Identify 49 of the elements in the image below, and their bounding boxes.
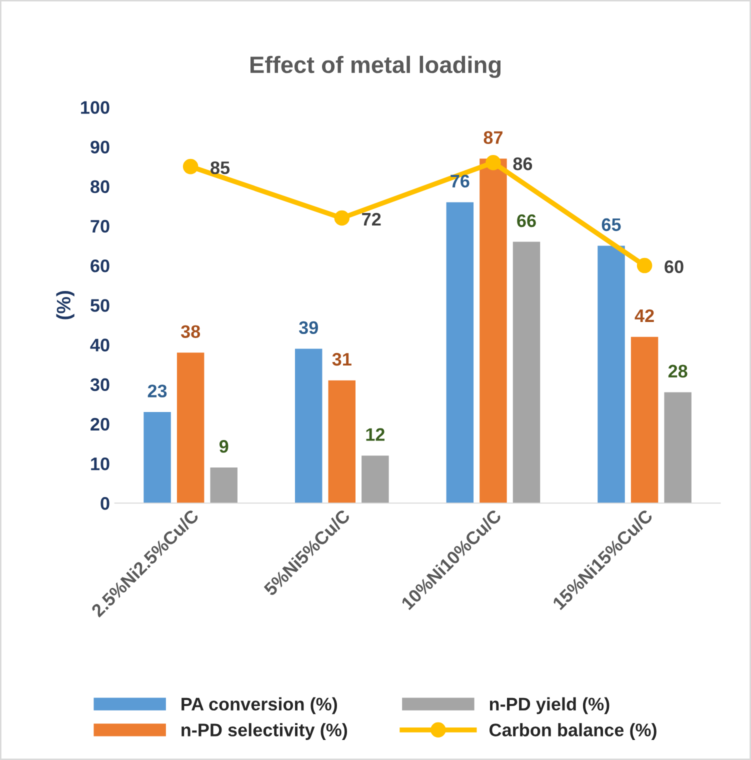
y-tick-label: 20 — [90, 418, 110, 431]
legend-label: n-PD selectivity (%) — [182, 723, 348, 740]
legend-label: PA conversion (%) — [182, 697, 337, 714]
y-tick-label: 50 — [90, 299, 110, 312]
data-label: 9 — [219, 440, 228, 453]
data-label: 72 — [362, 212, 381, 226]
data-label: 87 — [484, 131, 502, 144]
y-tick-label: 40 — [90, 338, 110, 352]
y-axis-title: (%) — [56, 290, 74, 320]
bar — [598, 246, 625, 504]
bar — [630, 336, 658, 504]
bar — [664, 392, 692, 504]
bar — [446, 202, 474, 504]
bar — [210, 467, 238, 504]
y-tick-label: 80 — [90, 180, 110, 194]
y-tick-label: 30 — [90, 378, 110, 392]
bar — [176, 352, 204, 504]
point — [182, 158, 198, 174]
point — [636, 258, 652, 274]
point — [334, 210, 350, 226]
y-tick-label: 0 — [100, 497, 110, 510]
bar — [512, 242, 540, 504]
data-label: 86 — [513, 157, 532, 170]
data-label: 23 — [148, 384, 167, 398]
point — [486, 154, 501, 170]
bar — [328, 380, 356, 504]
data-label: 28 — [668, 364, 688, 378]
data-label: 65 — [602, 218, 621, 232]
legend-label: n-PD yield (%) — [490, 697, 610, 714]
bar — [144, 412, 171, 504]
legend-label: Carbon balance (%) — [490, 723, 656, 740]
y-tick-label: 60 — [90, 259, 110, 272]
y-tick-label: 90 — [90, 140, 110, 154]
bar — [362, 456, 389, 504]
bar — [294, 348, 322, 504]
data-label: 31 — [332, 352, 352, 366]
data-label: 12 — [366, 428, 385, 441]
y-tick-label: 10 — [91, 457, 110, 470]
data-label: 42 — [634, 309, 654, 322]
data-label: 38 — [180, 325, 200, 338]
data-label: 66 — [517, 214, 536, 228]
data-label: 60 — [664, 260, 684, 274]
data-label: 39 — [298, 321, 318, 334]
data-label: 76 — [450, 174, 470, 188]
y-tick-label: 70 — [90, 220, 110, 233]
bar — [480, 158, 507, 504]
chart-title: Effect of metal loading — [250, 56, 501, 78]
y-tick-label: 100 — [81, 101, 110, 114]
data-label: 85 — [210, 161, 230, 174]
